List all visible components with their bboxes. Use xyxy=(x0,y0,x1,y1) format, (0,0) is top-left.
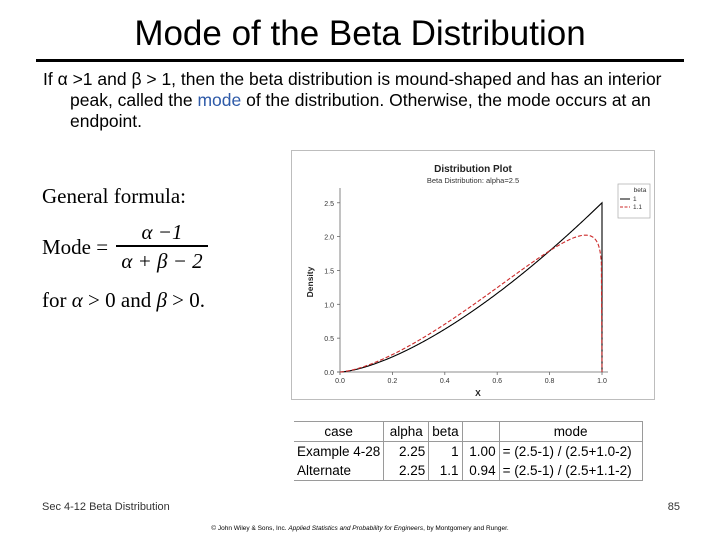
header-case: case xyxy=(294,421,385,442)
y-tick-label: 0.5 xyxy=(324,336,334,343)
title-underline xyxy=(36,59,684,62)
table-row: Example 4-28 2.25 1 1.00 = (2.5-1) / (2.… xyxy=(294,441,643,461)
series-line-1 xyxy=(339,201,603,373)
cell-beta: 1 xyxy=(428,441,463,461)
cell-alpha: 2.25 xyxy=(383,461,430,481)
x-tick-label: 1.0 xyxy=(597,378,607,385)
y-tick-label: 2.0 xyxy=(324,235,334,242)
cond-end: > 0. xyxy=(166,288,206,312)
copyright-notice: © John Wiley & Sons, Inc. Applied Statis… xyxy=(0,525,720,532)
formula-condition: for α > 0 and β > 0. xyxy=(42,288,205,313)
chart-subtitle: Beta Distribution: alpha=2.5 xyxy=(427,176,519,185)
x-tick-label: 0.0 xyxy=(335,378,345,385)
y-tick-label: 2.5 xyxy=(324,201,334,208)
page-number: 85 xyxy=(667,501,680,513)
y-axis-label: Density xyxy=(305,266,315,297)
header-alpha: alpha xyxy=(383,421,430,442)
table-header-row: case alpha beta mode xyxy=(294,421,643,442)
x-tick-label: 0.4 xyxy=(440,378,450,385)
formula-heading: General formula: xyxy=(42,184,187,208)
legend-title: beta xyxy=(634,187,647,194)
mode-label: Mode = xyxy=(42,235,109,259)
x-tick-label: 0.6 xyxy=(492,378,502,385)
legend-label: 1 xyxy=(633,196,637,203)
intro-text-1: If α >1 and β > 1, then the beta distrib… xyxy=(43,69,662,110)
cell-alpha: 2.25 xyxy=(383,441,430,461)
section-footer: Sec 4-12 Beta Distribution xyxy=(42,501,170,513)
mode-term: mode xyxy=(197,90,242,110)
copyright-prefix: © John Wiley & Sons, Inc. xyxy=(211,525,289,532)
mode-fraction: α −1 α + β − 2 xyxy=(116,220,208,273)
chart-title: Distribution Plot xyxy=(434,164,512,175)
cell-mode-formula: = (2.5-1) / (2.5+1.1-2) xyxy=(499,461,643,481)
series-line-1.1 xyxy=(339,234,603,373)
table-row: Alternate 2.25 1.1 0.94 = (2.5-1) / (2.5… xyxy=(294,461,643,481)
header-value xyxy=(462,421,500,442)
cell-mode-formula: = (2.5-1) / (2.5+1.0-2) xyxy=(499,441,643,461)
cases-table: case alpha beta mode Example 4-28 2.25 1… xyxy=(294,421,643,481)
cell-case: Example 4-28 xyxy=(294,441,385,461)
y-tick-label: 1.0 xyxy=(324,302,334,309)
header-mode: mode xyxy=(499,421,643,442)
fraction-numerator: α −1 xyxy=(141,220,183,244)
distribution-plot: Distribution Plot Beta Distribution: alph… xyxy=(291,150,655,400)
legend-label: 1.1 xyxy=(633,204,642,211)
intro-text-2: of the distribution. Otherwise, the mode… xyxy=(70,90,651,131)
legend-box xyxy=(617,183,651,219)
x-tick-label: 0.8 xyxy=(545,378,555,385)
cond-beta: β xyxy=(156,288,167,312)
intro-paragraph: If α >1 and β > 1, then the beta distrib… xyxy=(43,69,693,132)
cell-case: Alternate xyxy=(294,461,385,481)
copyright-suffix: , by Montgomery and Runger. xyxy=(423,525,509,532)
slide-title: Mode of the Beta Distribution xyxy=(134,14,586,53)
fraction-bar xyxy=(116,245,208,247)
cell-mode-value: 0.94 xyxy=(462,461,500,481)
y-tick-label: 0.0 xyxy=(324,370,334,377)
cell-beta: 1.1 xyxy=(428,461,463,481)
y-tick-label: 1.5 xyxy=(324,268,334,275)
x-axis-label: X xyxy=(475,388,481,398)
cell-mode-value: 1.00 xyxy=(462,441,500,461)
x-tick-label: 0.2 xyxy=(388,378,398,385)
cond-for: for xyxy=(42,288,72,312)
cond-alpha: α xyxy=(71,288,83,312)
cond-mid: > 0 and xyxy=(82,288,157,312)
header-beta: beta xyxy=(428,421,463,442)
fraction-denominator: α + β − 2 xyxy=(121,248,203,273)
copyright-book-title: Applied Statistics and Probability for E… xyxy=(288,525,424,532)
